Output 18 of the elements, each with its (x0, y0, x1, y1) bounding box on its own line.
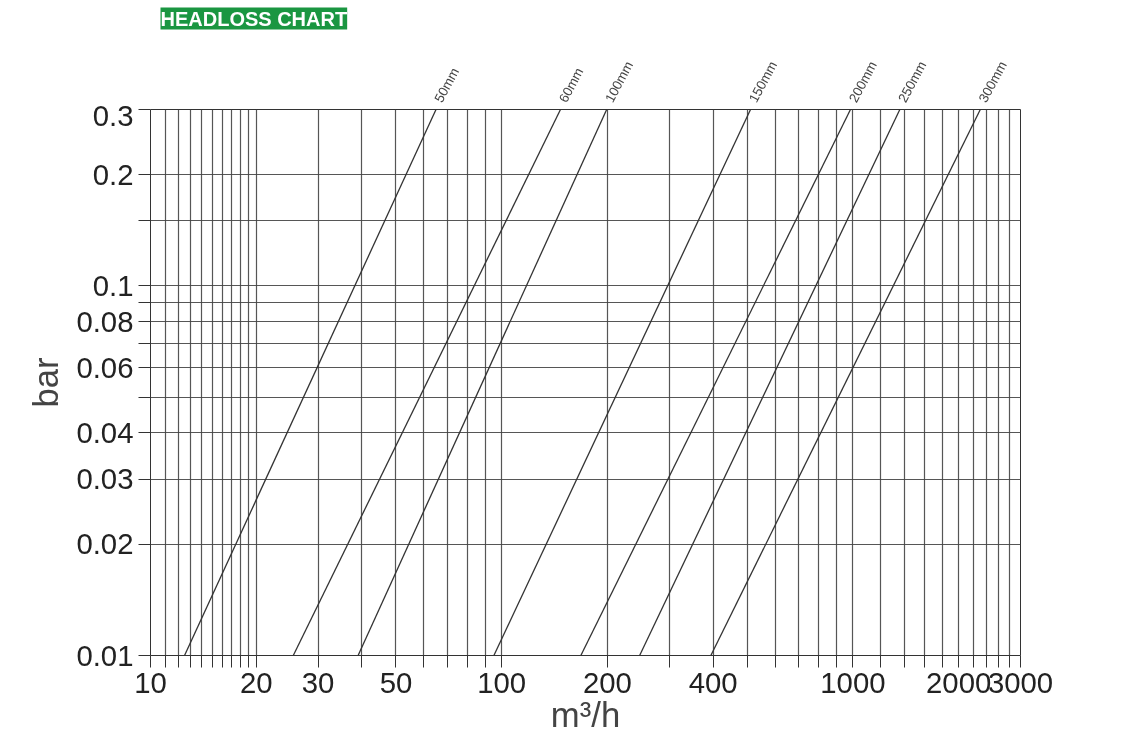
y-tick-label: 0.08 (76, 304, 134, 338)
y-tick-label: 0.01 (76, 638, 134, 672)
chart-title: HEADLOSS CHART (160, 7, 348, 30)
y-tick-label: 0.1 (92, 268, 134, 302)
y-axis-title: bar (27, 357, 66, 408)
y-tick-label: 0.3 (92, 98, 134, 132)
x-tick-label: 400 (688, 665, 738, 699)
y-tick-label: 0.06 (76, 350, 134, 384)
x-tick-label: 20 (239, 665, 273, 699)
y-tick-label: 0.2 (92, 157, 134, 191)
x-tick-label: 100 (477, 665, 527, 699)
x-tick-label: 10 (134, 665, 167, 699)
y-tick-label: 0.03 (76, 462, 134, 496)
y-tick-label: 0.02 (76, 527, 134, 561)
x-tick-label: 50 (379, 665, 413, 699)
x-tick-label: 1000 (820, 665, 886, 699)
x-tick-label: 30 (301, 665, 335, 699)
y-tick-label: 0.04 (76, 415, 134, 449)
